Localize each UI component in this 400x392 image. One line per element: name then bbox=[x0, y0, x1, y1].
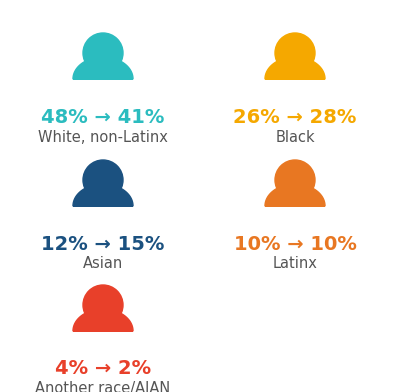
Text: 48% → 41%: 48% → 41% bbox=[41, 107, 165, 127]
Text: Another race/AIAN: Another race/AIAN bbox=[35, 381, 171, 392]
Text: Asian: Asian bbox=[83, 256, 123, 272]
Circle shape bbox=[83, 160, 123, 200]
Polygon shape bbox=[73, 57, 133, 79]
Polygon shape bbox=[265, 57, 325, 79]
Polygon shape bbox=[73, 309, 133, 331]
Text: 4% → 2%: 4% → 2% bbox=[55, 359, 151, 379]
Circle shape bbox=[83, 285, 123, 325]
Polygon shape bbox=[73, 184, 133, 206]
Circle shape bbox=[275, 160, 315, 200]
Text: White, non-Latinx: White, non-Latinx bbox=[38, 129, 168, 145]
Circle shape bbox=[83, 33, 123, 73]
Text: 12% → 15%: 12% → 15% bbox=[41, 234, 165, 254]
Text: Latinx: Latinx bbox=[272, 256, 318, 272]
Text: 26% → 28%: 26% → 28% bbox=[233, 107, 357, 127]
Text: 10% → 10%: 10% → 10% bbox=[234, 234, 356, 254]
Circle shape bbox=[275, 33, 315, 73]
Text: Black: Black bbox=[275, 129, 315, 145]
Polygon shape bbox=[265, 184, 325, 206]
